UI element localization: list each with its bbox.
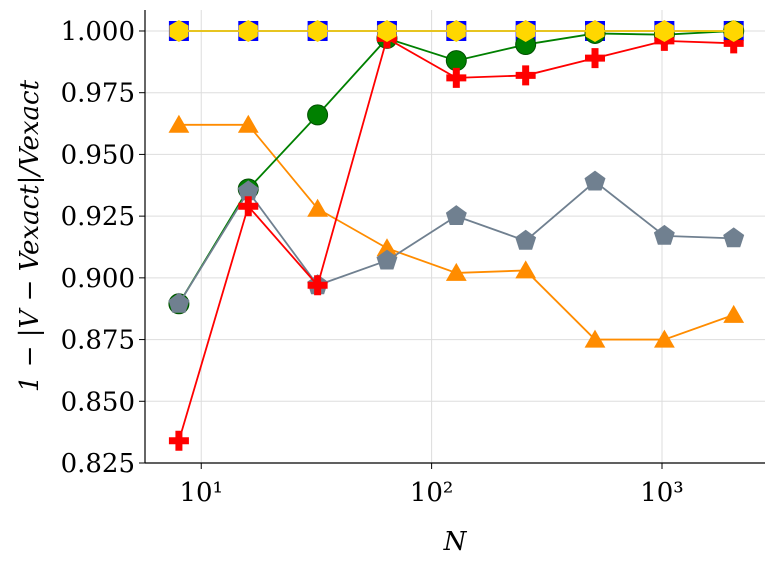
marker [516, 20, 536, 42]
marker [515, 260, 537, 279]
marker [237, 114, 259, 133]
marker [376, 238, 398, 257]
marker [238, 20, 258, 42]
marker [168, 114, 190, 133]
marker [169, 20, 189, 42]
marker [654, 329, 675, 348]
series-line [178, 180, 734, 305]
x-tick-label: 10³ [640, 478, 684, 508]
marker [515, 65, 536, 86]
marker [307, 104, 329, 126]
x-axis-label: N [443, 527, 468, 557]
marker [515, 229, 537, 250]
marker [584, 170, 606, 191]
y-tick-label: 0.875 [61, 326, 135, 356]
marker [307, 275, 328, 296]
y-axis-label: 1 − |V − Vexact|/Vexact [15, 79, 45, 392]
y-tick-label: 1.000 [61, 17, 135, 47]
marker [445, 262, 467, 281]
marker [308, 20, 328, 42]
marker [376, 249, 398, 270]
series-line [178, 37, 734, 442]
y-tick-label: 0.850 [61, 387, 135, 417]
marker [723, 304, 745, 323]
marker [445, 50, 467, 72]
y-tick-label: 0.950 [61, 140, 135, 170]
marker [653, 224, 675, 245]
x-tick-label: 10² [410, 478, 454, 508]
series-line [178, 123, 735, 341]
marker [654, 20, 674, 42]
y-tick-label: 0.825 [61, 449, 135, 479]
marker [446, 20, 466, 42]
x-tick-label: 10¹ [179, 478, 223, 508]
marker [446, 67, 467, 88]
y-tick-label: 0.975 [61, 79, 135, 109]
marker [445, 205, 467, 225]
marker [723, 227, 745, 248]
marker [238, 196, 259, 217]
marker [168, 292, 190, 313]
marker [377, 20, 397, 42]
y-tick-label: 0.900 [61, 264, 135, 294]
marker [584, 329, 606, 348]
marker [307, 198, 328, 217]
y-tick-label: 0.925 [61, 202, 135, 232]
marker [585, 48, 606, 69]
marker [237, 180, 259, 201]
marker [724, 20, 744, 42]
marker [585, 20, 605, 42]
marker [168, 430, 189, 451]
